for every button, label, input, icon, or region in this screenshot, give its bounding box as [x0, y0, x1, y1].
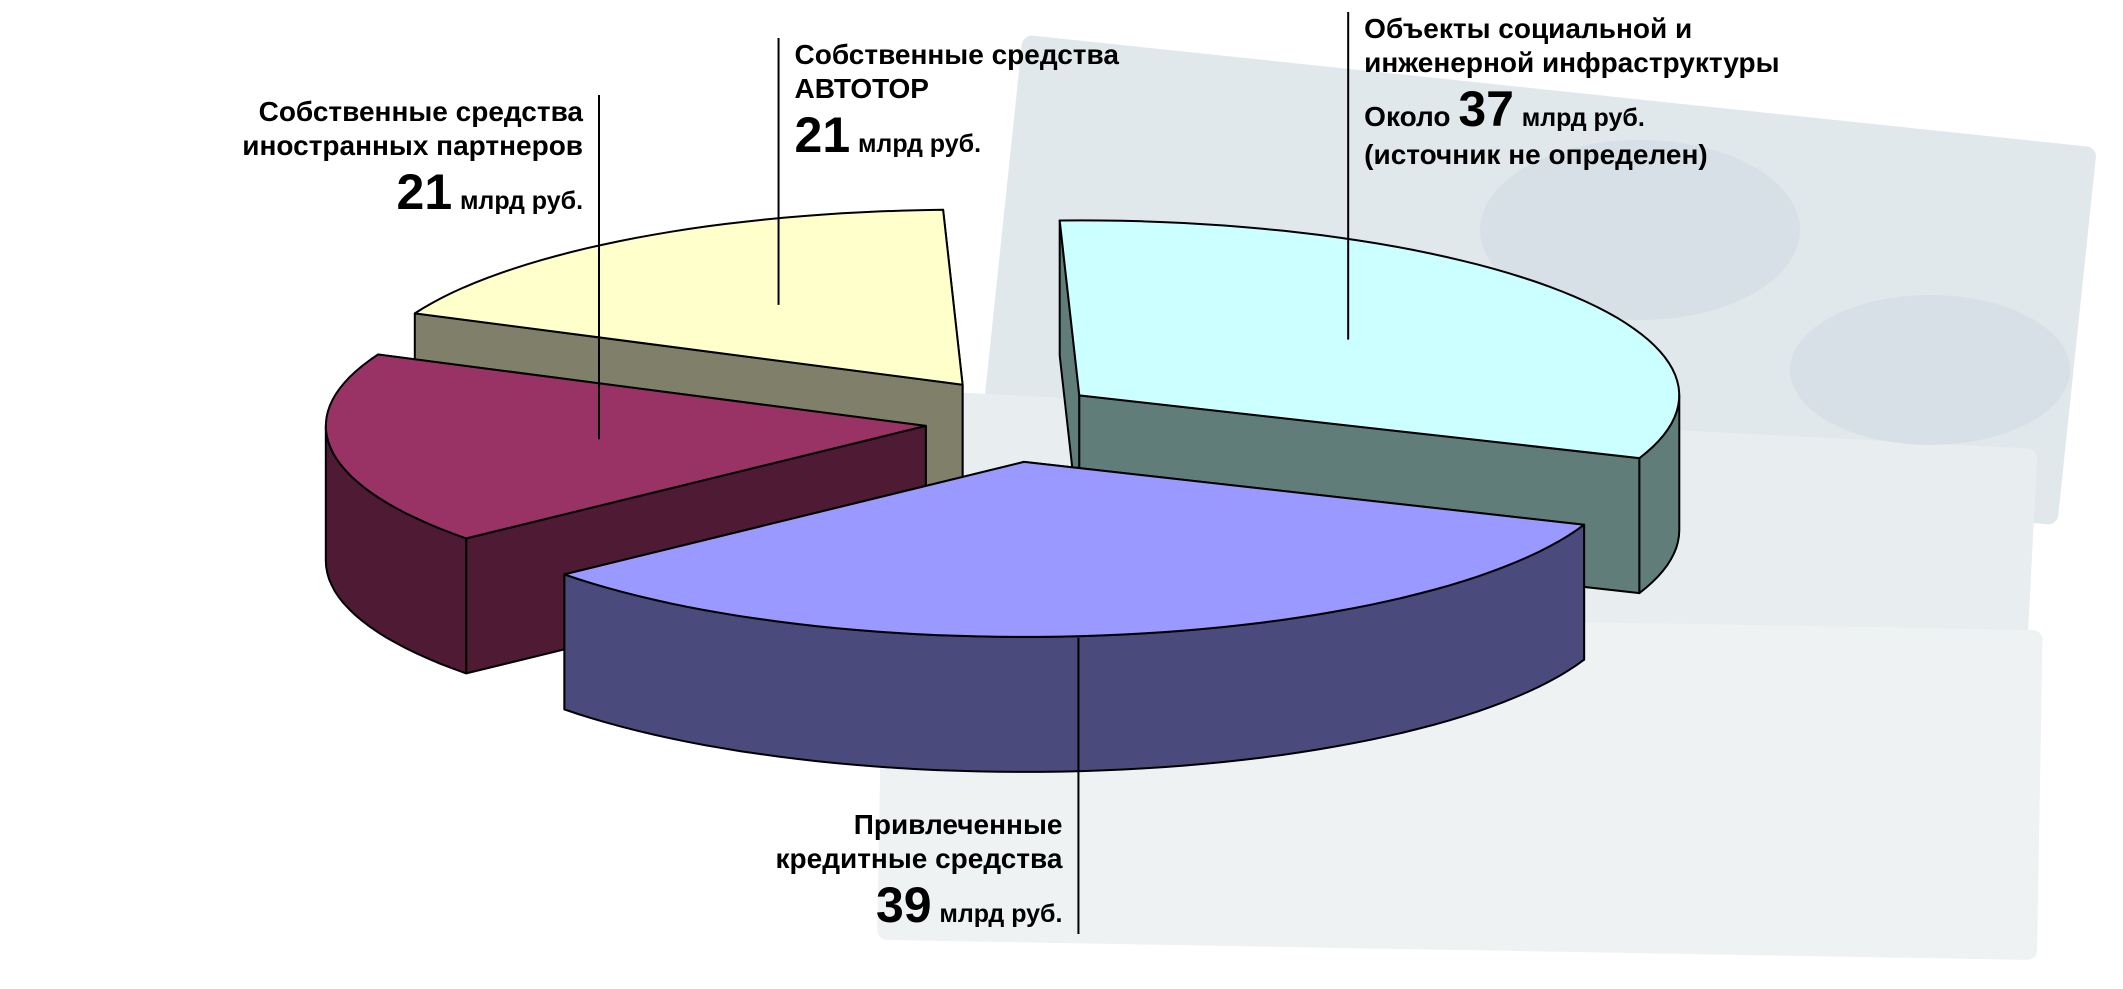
banknote-ornament: [1790, 295, 2070, 445]
value-label: 21: [397, 164, 453, 220]
label-line: кредитные средства: [776, 842, 1063, 876]
page: {"chart_data": {"type": "pie", "slices":…: [0, 0, 2123, 989]
label-line: Собственные средства: [242, 95, 583, 129]
label-value-line: 21 млрд руб.: [795, 106, 1119, 164]
slice-label: Собственные средства иностранных партнер…: [242, 95, 583, 221]
unit-label: млрд руб.: [460, 187, 583, 215]
label-line: Собственные средства: [795, 38, 1119, 72]
label-line: иностранных партнеров: [242, 129, 583, 163]
label-value-line: 21 млрд руб.: [242, 163, 583, 221]
value-label: 39: [876, 877, 932, 933]
label-line: Объекты социальной и: [1364, 12, 1779, 46]
unit-label: млрд руб.: [939, 900, 1062, 928]
slice-label: Объекты социальной и инженерной инфрастр…: [1364, 12, 1779, 172]
slice-label: Собственные средства АВТОТОР 21 млрд руб…: [795, 38, 1119, 164]
label-line: АВТОТОР: [795, 72, 1119, 106]
value-label: 37: [1458, 81, 1514, 137]
label-line: Привлеченные: [776, 808, 1063, 842]
unit-label: млрд руб.: [858, 130, 981, 158]
slice-label: Привлеченные кредитные средства 39 млрд …: [776, 808, 1063, 934]
label-value-line: 39 млрд руб.: [776, 876, 1063, 934]
prefix-label: Около: [1364, 101, 1450, 132]
note-label: (источник не определен): [1364, 138, 1779, 172]
label-value-line: Около 37 млрд руб.: [1364, 80, 1779, 138]
unit-label: млрд руб.: [1522, 104, 1645, 132]
label-line: инженерной инфраструктуры: [1364, 46, 1779, 80]
value-label: 21: [795, 107, 851, 163]
